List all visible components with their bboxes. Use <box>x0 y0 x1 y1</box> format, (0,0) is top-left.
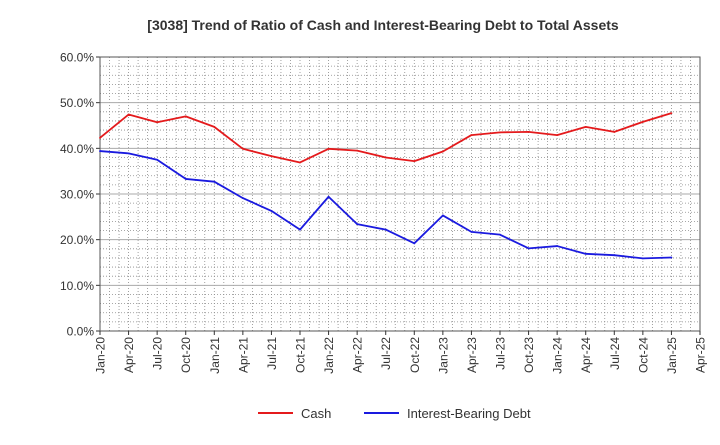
series-lines <box>99 112 673 260</box>
data-point-interest-bearing-debt <box>584 252 587 255</box>
data-point-cash <box>270 155 273 157</box>
x-tick-label: Oct-24 <box>636 337 650 373</box>
x-tick-label: Jul-20 <box>151 337 165 370</box>
data-point-interest-bearing-debt <box>641 257 644 260</box>
x-tick-label: Jul-24 <box>608 337 622 370</box>
x-tick-label: Jan-25 <box>665 337 679 374</box>
data-point-cash <box>299 161 301 164</box>
data-point-cash <box>499 131 501 134</box>
x-tick-label: Apr-22 <box>351 337 365 373</box>
data-point-cash <box>413 160 416 163</box>
data-point-cash <box>384 156 387 159</box>
data-point-cash <box>556 134 559 136</box>
x-tick-label: Apr-21 <box>236 337 250 373</box>
data-point-interest-bearing-debt <box>556 245 559 247</box>
data-point-cash <box>213 125 216 128</box>
data-point-cash <box>327 147 330 150</box>
data-point-interest-bearing-debt <box>499 233 501 236</box>
x-tick-label: Jul-21 <box>265 337 279 370</box>
data-point-cash <box>156 121 159 124</box>
data-point-cash <box>670 112 673 115</box>
y-tick-label: 20.0% <box>60 233 94 247</box>
data-point-interest-bearing-debt <box>441 214 444 217</box>
data-point-interest-bearing-debt <box>156 158 159 161</box>
data-point-interest-bearing-debt <box>213 180 216 183</box>
data-point-interest-bearing-debt <box>299 228 301 231</box>
data-point-cash <box>584 125 587 128</box>
x-tick-label: Apr-25 <box>694 337 708 373</box>
x-tick-label: Jan-24 <box>551 337 565 374</box>
y-tick-label: 0.0% <box>67 325 95 339</box>
grid <box>100 56 700 332</box>
x-tick-label: Apr-24 <box>579 337 593 373</box>
data-point-interest-bearing-debt <box>413 242 416 245</box>
y-tick-label: 30.0% <box>60 188 94 202</box>
data-point-interest-bearing-debt <box>127 152 130 155</box>
x-tick-label: Jul-23 <box>494 337 508 370</box>
data-point-interest-bearing-debt <box>327 195 330 198</box>
data-point-interest-bearing-debt <box>184 178 187 180</box>
x-tick-label: Jan-23 <box>436 337 450 374</box>
data-point-interest-bearing-debt <box>99 150 101 152</box>
data-point-interest-bearing-debt <box>241 197 244 200</box>
plot-frame <box>99 56 701 332</box>
y-tick-label: 10.0% <box>60 279 94 293</box>
data-point-interest-bearing-debt <box>384 228 387 231</box>
data-point-interest-bearing-debt <box>670 256 673 259</box>
x-tick-label: Jan-20 <box>94 337 108 374</box>
chart-title: [3038] Trend of Ratio of Cash and Intere… <box>147 17 619 33</box>
y-tick-label: 50.0% <box>60 96 94 110</box>
legend-label-interest-bearing-debt: Interest-Bearing Debt <box>407 406 531 421</box>
y-tick-label: 40.0% <box>60 142 94 156</box>
data-point-cash <box>241 147 244 150</box>
x-tick-label: Jan-22 <box>322 337 336 374</box>
data-point-cash <box>527 130 530 133</box>
x-tick-label: Oct-20 <box>179 337 193 373</box>
data-point-cash <box>470 134 473 136</box>
data-point-interest-bearing-debt <box>270 209 273 212</box>
x-tick-label: Oct-21 <box>294 337 308 373</box>
x-tick-label: Jan-21 <box>208 337 222 374</box>
data-point-interest-bearing-debt <box>613 254 616 257</box>
x-tick-label: Apr-23 <box>465 337 479 373</box>
data-point-cash <box>613 130 616 133</box>
legend: Cash Interest-Bearing Debt <box>258 406 531 421</box>
data-point-interest-bearing-debt <box>356 223 359 226</box>
data-point-cash <box>127 113 130 116</box>
data-point-interest-bearing-debt <box>527 247 530 250</box>
data-point-cash <box>641 120 644 123</box>
data-point-cash <box>99 136 101 139</box>
data-point-cash <box>184 115 187 118</box>
legend-label-cash: Cash <box>301 406 331 421</box>
y-tick-label: 60.0% <box>60 51 94 65</box>
x-tick-label: Oct-23 <box>522 337 536 373</box>
axes: 0.0% 10.0% 20.0% 30.0% 40.0% 50.0% 60.0% Jan-20… <box>60 51 708 374</box>
x-tick-label: Jul-22 <box>379 337 393 370</box>
data-point-cash <box>441 150 444 153</box>
data-point-interest-bearing-debt <box>470 231 473 233</box>
x-tick-label: Oct-22 <box>408 337 422 373</box>
x-tick-label: Apr-20 <box>122 337 136 373</box>
data-point-cash <box>356 149 359 152</box>
